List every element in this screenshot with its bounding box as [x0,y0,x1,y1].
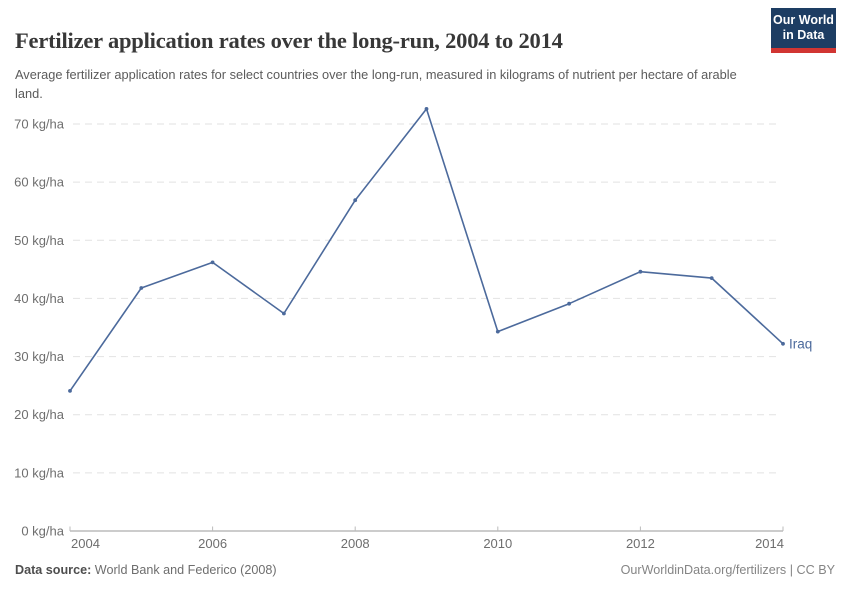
data-point [495,329,500,334]
y-tick-label: 70 kg/ha [14,116,65,131]
y-tick-label: 10 kg/ha [14,465,65,480]
owid-logo-line1: Our World [773,13,834,27]
series-end-label: Iraq [789,336,812,351]
data-point [353,198,358,203]
x-tick-label: 2008 [341,536,370,551]
data-point [638,269,643,274]
line-chart: 0 kg/ha 10 kg/ha 20 kg/ha 30 kg/ha 40 kg/ha 5… [14,107,812,551]
page-title: Fertilizer application rates over the lo… [15,28,563,54]
footer-right: OurWorldinData.org/fertilizers | CC BY [621,563,835,577]
y-tick-label: 0 kg/ha [21,524,64,539]
data-source-value: World Bank and Federico (2008) [91,563,277,577]
x-tick-label: 2006 [198,536,227,551]
y-tick-label: 30 kg/ha [14,349,65,364]
series-line-iraq [69,108,784,392]
owid-url-link[interactable]: OurWorldinData.org/fertilizers [620,563,787,577]
data-point [68,389,72,393]
chart-footer: Data source: World Bank and Federico (20… [15,563,835,577]
y-tick-label: 60 kg/ha [14,175,65,190]
owid-logo[interactable]: Our World in Data [771,8,836,53]
data-point [139,286,144,290]
data-point [781,341,785,346]
footer-separator: | [786,563,797,577]
x-tick-label: 2010 [483,536,512,551]
x-tick-label: 2014 [755,536,784,551]
y-tick-label: 50 kg/ha [14,233,65,248]
x-tick-label: 2012 [626,536,655,551]
data-point [709,276,714,280]
data-source: Data source: World Bank and Federico (20… [15,563,277,577]
data-point [424,107,429,111]
data-source-label: Data source: [15,563,92,577]
license-badge: CC BY [796,563,836,577]
data-point [567,301,571,306]
chart-subtitle: Average fertilizer application rates for… [15,66,737,101]
y-tick-label: 40 kg/ha [14,291,65,306]
owid-logo-line2: in Data [782,28,825,42]
y-tick-label: 20 kg/ha [14,407,65,422]
data-point [210,260,215,265]
x-tick-label: 2004 [71,536,100,551]
data-point [282,311,286,316]
